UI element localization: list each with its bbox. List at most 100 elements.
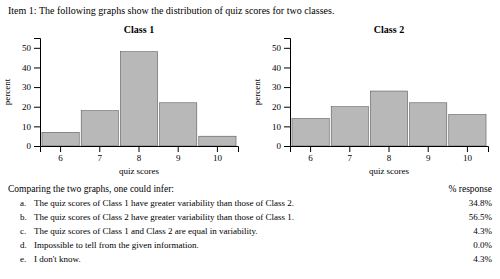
tick: 8 [387,146,392,163]
axis-line [291,147,489,153]
tick: 0 [27,141,41,151]
x-axis: 678910 [291,146,489,163]
tick: 7 [348,146,353,163]
tick-mark [467,146,468,152]
option-letter: e. [20,254,26,264]
tick: 50 [272,43,290,53]
tick: 6 [58,146,63,163]
tick-label: 7 [348,153,353,163]
tick-mark [284,67,290,68]
x-axis-title: quiz scores [119,166,160,176]
bars [292,91,486,146]
chart: 6 7 8 9 10 0 10 20 30 40 50 Class 1 quiz scores perce… [2,24,239,176]
tick-label: 40 [272,63,282,73]
tick-mark [428,146,429,152]
option-percent: 34.8% [469,198,493,208]
tick-label: 0 [27,141,32,151]
chart-title: Class 1 [124,24,154,35]
tick-label: 6 [308,153,313,163]
bar [292,119,329,146]
tick-mark [389,146,390,152]
tick-mark [34,48,40,49]
tick-mark [284,48,290,49]
axis-line [41,147,239,153]
option-text: The quiz scores of Class 2 have greater … [34,212,294,222]
axis-line [284,39,291,147]
bar [449,115,486,146]
tick: 10 [272,122,290,132]
tick-mark [60,146,61,152]
bar [42,132,79,146]
tick: 50 [22,43,40,53]
tick: 20 [272,102,290,112]
tick-label: 8 [387,153,392,163]
tick-mark [34,67,40,68]
tick: 10 [22,122,40,132]
tick-label: 9 [426,153,431,163]
tick-mark [99,146,100,152]
bar [331,107,368,146]
tick: 20 [22,102,40,112]
option-text: The quiz scores of Class 1 have greater … [34,198,294,208]
x-axis-title: quiz scores [369,166,410,176]
tick-mark [139,146,140,152]
tick-mark [34,87,40,88]
tick-label: 20 [272,102,282,112]
bars [42,52,236,146]
value-heading: % response [448,184,492,194]
tick-label: 9 [176,153,181,163]
option-letter: d. [20,240,27,250]
tick-label: 50 [272,43,282,53]
option-percent: 0.0% [473,240,492,250]
y-axis-title: percent [252,78,262,105]
y-axis: 0 10 20 30 40 50 [22,39,41,152]
tick-mark [284,107,290,108]
tick: 9 [176,146,181,163]
tick-label: 10 [22,122,32,132]
chart-title: Class 2 [374,24,404,35]
tick-label: 7 [98,153,103,163]
question: Comparing the two graphs, one could infe… [8,184,174,194]
tick: 30 [22,82,40,92]
bar [120,52,157,146]
tick-label: 50 [22,43,32,53]
tick-label: 30 [22,82,32,92]
option-percent: 4.3% [473,226,492,236]
header: Item 1: The following graphs show the di… [8,5,334,16]
tick-label: 10 [213,153,223,163]
tick-mark [34,146,40,147]
tick-mark [284,126,290,127]
tick: 6 [308,146,313,163]
tick-mark [284,146,290,147]
option-text: The quiz scores of Class 1 and Class 2 a… [34,226,258,236]
tick-label: 30 [272,82,282,92]
option-text: Impossible to tell from the given inform… [34,240,199,250]
tick: 10 [213,146,223,163]
tick: 0 [277,141,291,151]
axis-line [34,39,41,147]
y-axis-title: percent [2,78,12,105]
bar [160,103,197,146]
tick-label: 0 [277,141,282,151]
bar [410,103,447,146]
tick-label: 6 [58,153,63,163]
tick: 8 [137,146,142,163]
tick-mark [349,146,350,152]
tick-mark [34,107,40,108]
tick: 40 [272,63,290,73]
bar [81,111,118,146]
tick-label: 40 [22,63,32,73]
tick-mark [310,146,311,152]
tick: 40 [22,63,40,73]
bar [370,91,407,146]
tick: 9 [426,146,431,163]
tick-label: 8 [137,153,142,163]
tick-mark [178,146,179,152]
responses: Comparing the two graphs, one could infe… [8,184,493,264]
option-letter: a. [20,198,26,208]
tick-label: 20 [22,102,32,112]
option-letter: b. [20,212,27,222]
x-axis: 6 7 8 9 10 [41,146,239,163]
tick-mark [284,87,290,88]
option-letter: c. [20,226,26,236]
